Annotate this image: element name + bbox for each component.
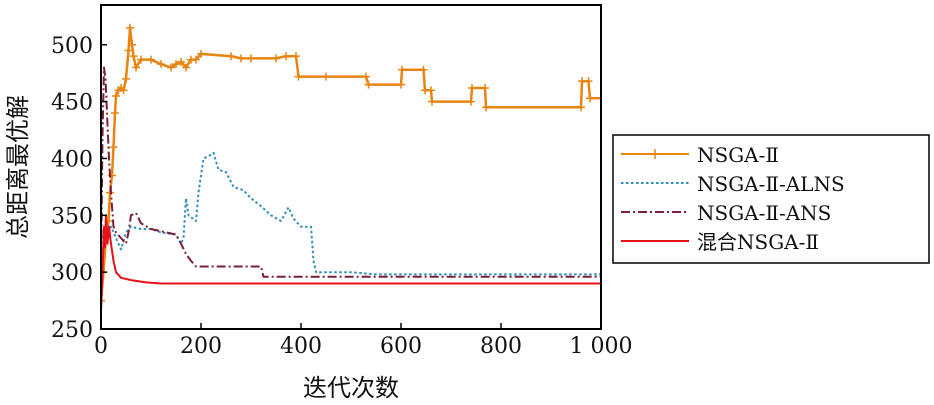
series-point-marker bbox=[481, 83, 489, 92]
series-point-marker bbox=[237, 54, 245, 63]
x-tick-label: 200 bbox=[180, 334, 222, 359]
series-point-marker bbox=[364, 80, 373, 89]
x-tick-label: 800 bbox=[480, 334, 522, 359]
x-tick-label: 600 bbox=[380, 334, 422, 359]
series-line-1 bbox=[101, 26, 601, 301]
series-point-marker bbox=[397, 80, 405, 89]
legend-label: NSGA-Ⅱ-ANS bbox=[697, 201, 831, 225]
series-point-marker bbox=[101, 296, 105, 305]
series-point-marker bbox=[467, 97, 475, 106]
legend-swatch-marker bbox=[651, 149, 659, 159]
series-point-marker bbox=[177, 57, 185, 66]
series-point-marker bbox=[129, 52, 138, 61]
series-point-marker bbox=[428, 97, 436, 106]
series-line-4 bbox=[101, 214, 601, 312]
series-point-marker bbox=[197, 49, 205, 58]
x-tick-label: 0 bbox=[94, 334, 108, 359]
series-point-marker bbox=[192, 55, 200, 64]
y-tick-label: 300 bbox=[51, 261, 93, 286]
series-point-marker bbox=[132, 63, 140, 72]
series-point-marker bbox=[586, 94, 594, 103]
y-tick-label: 500 bbox=[51, 34, 93, 59]
series-point-marker bbox=[167, 63, 175, 72]
y-tick-label: 450 bbox=[51, 91, 93, 116]
legend-label: NSGA-Ⅱ bbox=[697, 143, 779, 167]
x-axis-title: 迭代次数 bbox=[303, 374, 399, 402]
legend-label: NSGA-Ⅱ-ALNS bbox=[697, 172, 845, 196]
series-point-marker bbox=[468, 83, 476, 92]
legend: NSGA-Ⅱ NSGA-Ⅱ-ALNS NSGA-Ⅱ-ANS 混合NSGA-Ⅱ bbox=[612, 134, 930, 264]
series-point-marker bbox=[119, 86, 128, 95]
series-point-marker bbox=[419, 65, 428, 74]
plot-frame bbox=[100, 4, 602, 330]
series-point-marker bbox=[227, 52, 235, 61]
series-point-marker bbox=[294, 72, 303, 81]
series-point-marker bbox=[109, 143, 118, 152]
series-point-marker bbox=[322, 72, 330, 81]
series-point-marker bbox=[282, 52, 290, 61]
ticks-layer: 0 200 400 600 800 1 000 250 300 350 400 450 500 bbox=[51, 34, 632, 359]
series-point-marker bbox=[482, 103, 490, 112]
legend-label: 混合NSGA-Ⅱ bbox=[697, 230, 819, 254]
series-point-marker bbox=[292, 52, 300, 61]
x-tick-label: 400 bbox=[280, 334, 322, 359]
series-point-marker bbox=[126, 23, 134, 32]
series-point-marker bbox=[124, 46, 133, 55]
series-point-marker bbox=[157, 60, 165, 69]
series-point-marker bbox=[597, 94, 601, 103]
series-point-marker bbox=[128, 40, 136, 49]
series-point-marker bbox=[111, 109, 119, 117]
series-point-marker bbox=[577, 103, 585, 112]
series-point-marker bbox=[272, 54, 280, 63]
series-line-3 bbox=[101, 66, 601, 278]
series-point-marker bbox=[122, 74, 130, 83]
y-tick-label: 350 bbox=[51, 204, 93, 229]
series-point-marker bbox=[584, 77, 593, 86]
series-point-marker bbox=[112, 91, 120, 100]
y-tick-label: 400 bbox=[51, 147, 93, 172]
y-tick-label: 250 bbox=[51, 318, 93, 343]
series-point-marker bbox=[362, 72, 370, 81]
series-point-marker bbox=[182, 63, 190, 72]
series-point-marker bbox=[247, 54, 255, 63]
series-point-marker bbox=[398, 65, 406, 74]
series-point-marker bbox=[427, 86, 435, 95]
series-point-marker bbox=[147, 55, 155, 64]
series-point-marker bbox=[172, 60, 180, 69]
series-line-2 bbox=[101, 151, 601, 295]
series-layer bbox=[101, 23, 601, 312]
y-axis-title: 总距离最优解 bbox=[4, 95, 32, 239]
series-point-marker bbox=[137, 55, 145, 64]
x-tick-label: 1 000 bbox=[570, 334, 633, 359]
